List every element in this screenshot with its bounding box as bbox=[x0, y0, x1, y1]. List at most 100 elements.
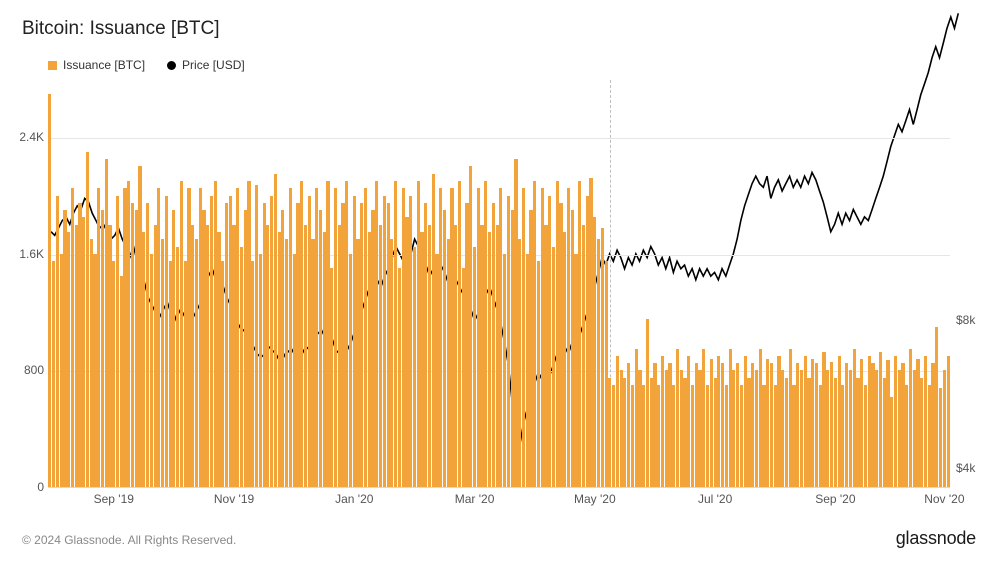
issuance-bar bbox=[308, 196, 311, 487]
issuance-bar bbox=[687, 356, 690, 487]
issuance-bar bbox=[811, 359, 814, 487]
issuance-bar bbox=[567, 188, 570, 487]
issuance-bar bbox=[187, 188, 190, 487]
issuance-bar bbox=[78, 203, 81, 487]
issuance-bar bbox=[732, 370, 735, 487]
issuance-bar bbox=[154, 225, 157, 487]
issuance-bar bbox=[232, 225, 235, 487]
issuance-bar bbox=[943, 370, 946, 487]
issuance-bar bbox=[841, 385, 844, 487]
issuance-bar bbox=[747, 378, 750, 487]
issuance-bar bbox=[507, 196, 510, 487]
issuance-bar bbox=[698, 370, 701, 487]
issuance-bar bbox=[289, 188, 292, 487]
issuance-bar bbox=[668, 363, 671, 487]
issuance-bar bbox=[589, 178, 592, 487]
issuance-bar bbox=[105, 159, 108, 487]
issuance-bar bbox=[511, 210, 514, 487]
issuance-bar bbox=[82, 217, 85, 487]
issuance-bar bbox=[533, 181, 536, 487]
issuance-bar bbox=[123, 188, 126, 487]
issuance-bar bbox=[484, 181, 487, 487]
issuance-bar bbox=[214, 181, 217, 487]
issuance-bar bbox=[195, 239, 198, 487]
legend-item-price: Price [USD] bbox=[167, 58, 245, 72]
issuance-bar bbox=[947, 356, 950, 487]
issuance-bar bbox=[586, 196, 589, 487]
issuance-bar bbox=[75, 225, 78, 487]
issuance-bar bbox=[883, 378, 886, 487]
issuance-bar bbox=[86, 152, 89, 487]
issuance-bar bbox=[571, 210, 574, 487]
issuance-bar bbox=[319, 210, 322, 487]
issuance-bar bbox=[838, 356, 841, 487]
issuance-bar bbox=[108, 225, 111, 487]
issuance-bar bbox=[56, 196, 59, 487]
issuance-bar bbox=[905, 385, 908, 487]
issuance-bar bbox=[871, 363, 874, 487]
issuance-bar bbox=[138, 166, 141, 487]
issuance-bar bbox=[909, 349, 912, 487]
issuance-bar bbox=[605, 261, 608, 487]
issuance-bar bbox=[439, 188, 442, 487]
y-axis-left-label: 800 bbox=[4, 363, 44, 377]
issuance-bar bbox=[447, 239, 450, 487]
issuance-bar bbox=[781, 370, 784, 487]
issuance-bar bbox=[150, 254, 153, 487]
issuance-bar bbox=[736, 363, 739, 487]
issuance-bar bbox=[266, 225, 269, 487]
x-axis-label: Sep '20 bbox=[805, 492, 865, 506]
issuance-bar bbox=[552, 247, 555, 487]
issuance-bar bbox=[255, 185, 258, 487]
issuance-bar bbox=[853, 349, 856, 487]
issuance-bar bbox=[661, 356, 664, 487]
issuance-bar bbox=[458, 181, 461, 487]
y-axis-left-label: 0 bbox=[4, 480, 44, 494]
issuance-bar bbox=[665, 370, 668, 487]
issuance-bar bbox=[710, 359, 713, 487]
issuance-bar bbox=[296, 203, 299, 487]
issuance-bar bbox=[146, 203, 149, 487]
issuance-bar bbox=[717, 356, 720, 487]
issuance-bar bbox=[939, 388, 942, 487]
issuance-bar bbox=[680, 370, 683, 487]
issuance-bar bbox=[650, 378, 653, 487]
issuance-bar bbox=[612, 385, 615, 487]
issuance-bar bbox=[807, 378, 810, 487]
issuance-bar bbox=[935, 327, 938, 487]
issuance-bar bbox=[131, 203, 134, 487]
issuance-bar bbox=[420, 232, 423, 487]
issuance-bar bbox=[826, 370, 829, 487]
issuance-bar bbox=[537, 261, 540, 487]
issuance-bar bbox=[924, 356, 927, 487]
y-axis-right-label: $8k bbox=[956, 313, 996, 327]
issuance-bar bbox=[518, 239, 521, 487]
issuance-bar bbox=[413, 247, 416, 487]
issuance-bar bbox=[676, 349, 679, 487]
x-axis-label: Nov '20 bbox=[914, 492, 974, 506]
issuance-bar bbox=[341, 203, 344, 487]
issuance-bar bbox=[90, 239, 93, 487]
issuance-bar bbox=[916, 359, 919, 487]
issuance-bar bbox=[278, 232, 281, 487]
issuance-bar bbox=[371, 210, 374, 487]
issuance-bar bbox=[450, 188, 453, 487]
issuance-bar bbox=[777, 356, 780, 487]
issuance-bar bbox=[101, 210, 104, 487]
issuance-bar bbox=[774, 385, 777, 487]
issuance-bar bbox=[169, 261, 172, 487]
issuance-bar bbox=[646, 319, 649, 487]
issuance-bar bbox=[247, 181, 250, 487]
issuance-bar bbox=[819, 385, 822, 487]
issuance-bar bbox=[544, 225, 547, 487]
issuance-bar bbox=[886, 360, 889, 487]
issuance-bar bbox=[691, 385, 694, 487]
issuance-bar bbox=[259, 254, 262, 487]
issuance-bar bbox=[890, 397, 893, 487]
issuance-bar bbox=[127, 181, 130, 487]
gridline bbox=[48, 138, 950, 139]
issuance-bar bbox=[424, 203, 427, 487]
issuance-bar bbox=[849, 370, 852, 487]
issuance-bar bbox=[593, 217, 596, 487]
issuance-bar bbox=[334, 188, 337, 487]
